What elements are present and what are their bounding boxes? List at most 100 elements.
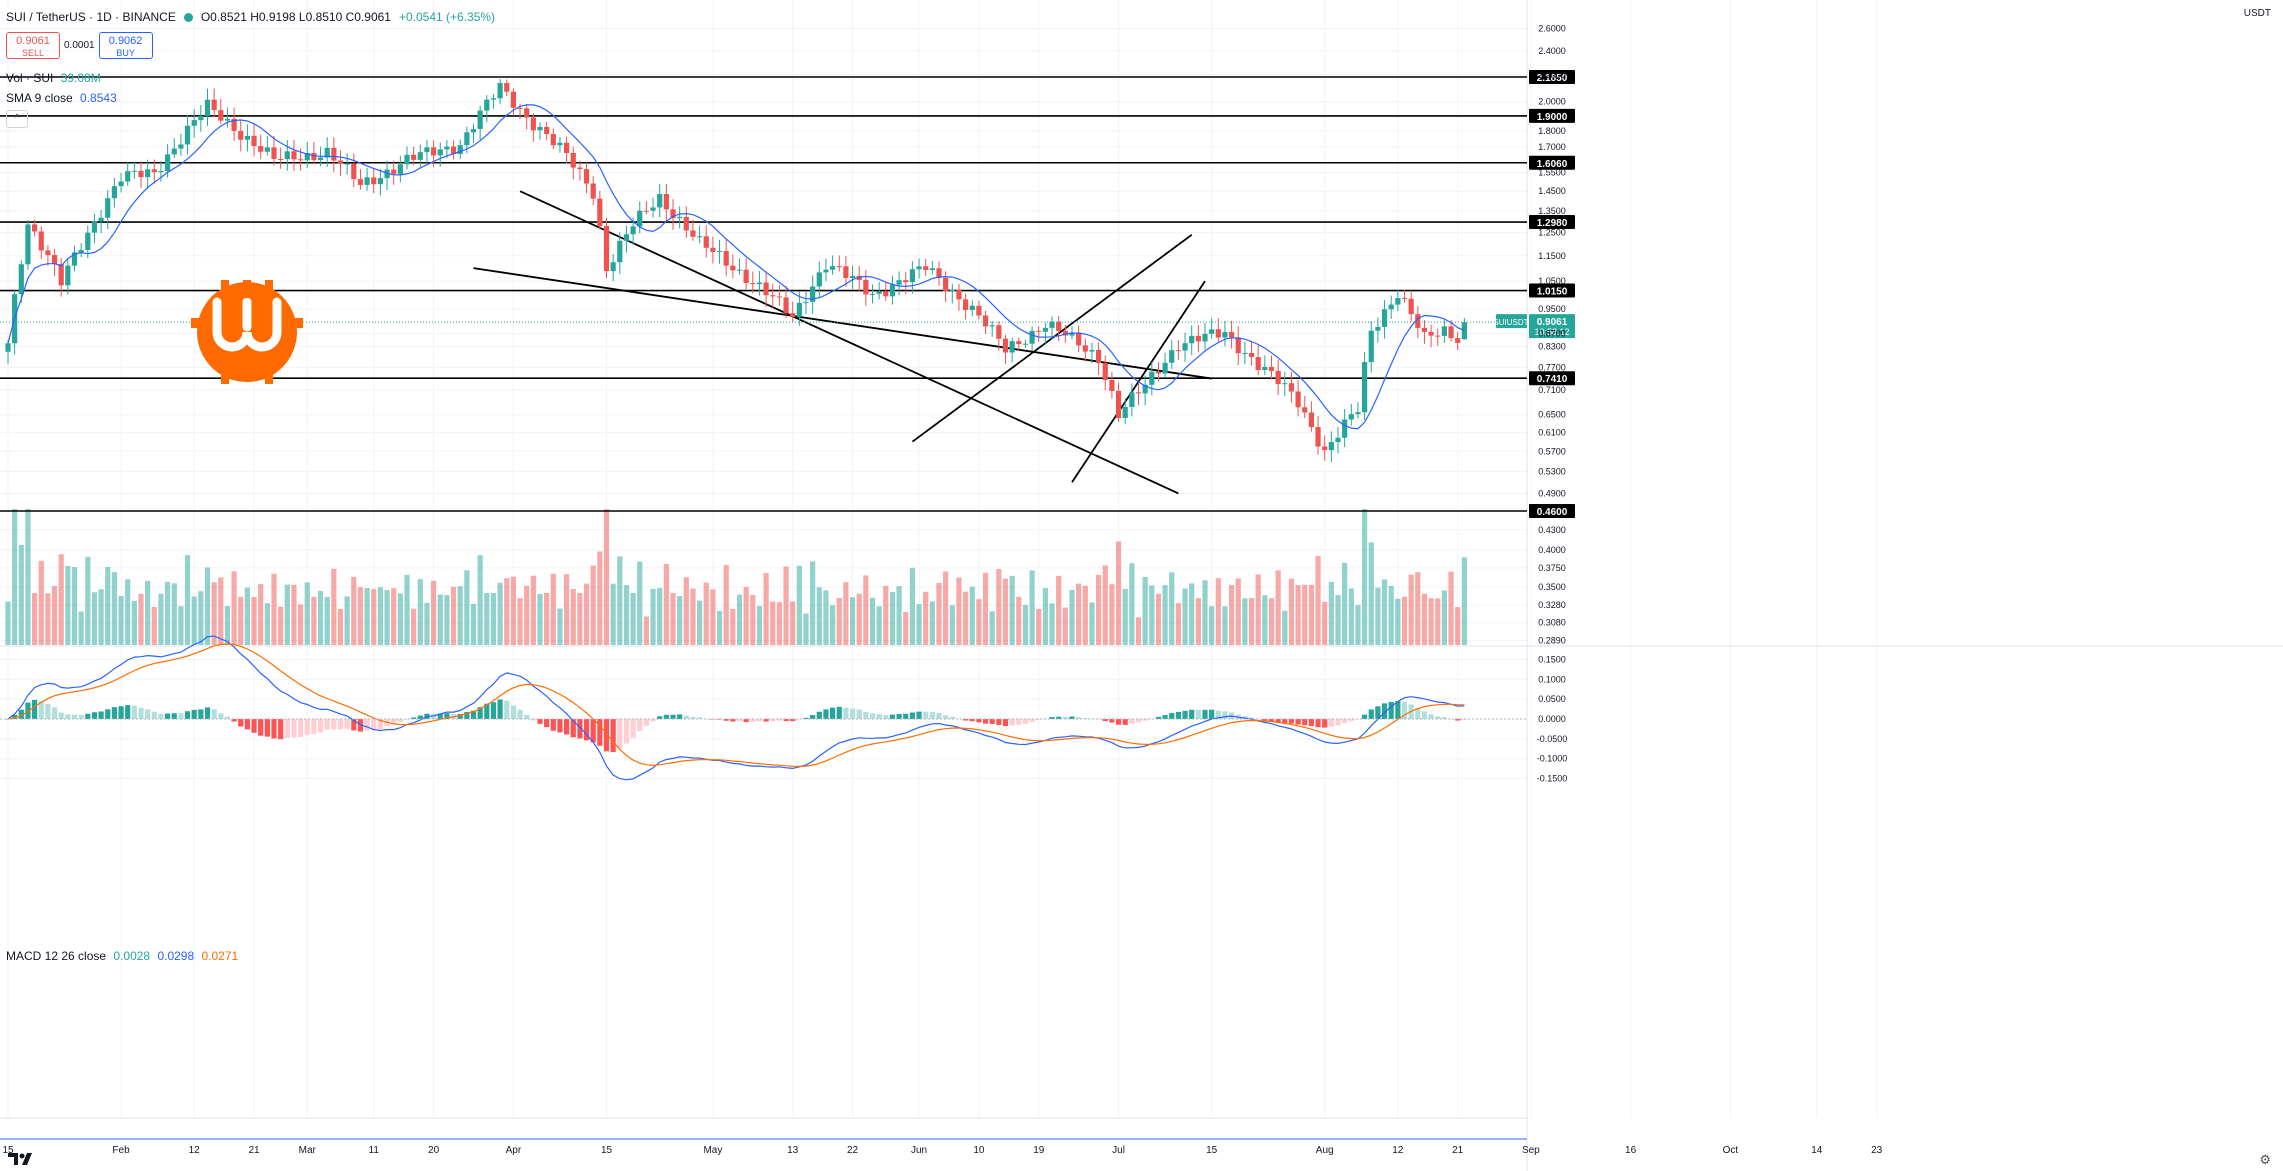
volume-bar: [836, 597, 842, 645]
currency-label[interactable]: USDT: [2243, 8, 2271, 19]
volume-bar: [337, 609, 344, 645]
candle-body: [697, 236, 703, 238]
volume-bar: [377, 587, 383, 645]
volume-bar: [131, 600, 137, 645]
macd-hist-bar: [810, 715, 816, 719]
macd-hist-bar: [1282, 719, 1288, 723]
candle-body: [238, 130, 244, 140]
candle-body: [111, 186, 117, 199]
volume-bar: [271, 573, 277, 645]
macd-hist-bar: [1009, 719, 1015, 726]
volume-bar: [989, 611, 995, 645]
candle-body: [1096, 349, 1102, 364]
candle-body: [1042, 327, 1048, 332]
trendlines: [473, 190, 1212, 495]
spread-value: 0.0001: [64, 40, 95, 51]
macd-hist-bar: [889, 714, 896, 719]
volume-bar: [218, 577, 224, 645]
candle-body: [736, 269, 743, 271]
macd-hist-bar: [1056, 716, 1062, 719]
candle-body: [630, 226, 636, 235]
volume-bar: [1328, 581, 1334, 645]
volume-bar: [1036, 608, 1042, 645]
candle-body: [1229, 332, 1235, 338]
candle-body: [317, 157, 324, 161]
volume-bar: [457, 586, 463, 645]
volume-bar: [431, 580, 437, 645]
volume-bar: [504, 578, 510, 645]
macd-hist-bar: [790, 719, 796, 722]
volume-bar: [231, 571, 237, 645]
macd-hist-bar: [683, 715, 689, 719]
macd-hist-bar: [1169, 713, 1175, 719]
candle-body: [391, 169, 397, 174]
candle-body: [1461, 322, 1467, 340]
price-tick-label: 1.4500: [1538, 186, 1566, 196]
time-tick-label: 16: [1625, 1145, 1637, 1156]
candle-body: [843, 266, 849, 278]
gear-icon[interactable]: ⚙: [2259, 1152, 2271, 1167]
candle-body: [510, 91, 516, 108]
macd-hist-bar: [969, 719, 975, 722]
candle-body: [1029, 330, 1035, 344]
price-tick-label: 1.8000: [1538, 126, 1566, 136]
macd-hist-bar: [444, 713, 450, 719]
macd-hist-bar: [417, 715, 423, 719]
volume-legend[interactable]: Vol · SUI 39.08M: [6, 71, 101, 85]
macd-hist-bar: [470, 710, 477, 719]
volume-bar: [756, 605, 763, 645]
macd-hist-bar: [963, 719, 969, 721]
volume-bar: [1115, 541, 1122, 645]
candle-body: [1328, 442, 1334, 451]
volume-bar: [577, 592, 583, 645]
candle-body: [450, 146, 457, 154]
candle-body: [1182, 343, 1188, 351]
current-symbol-label: SUIUSDT: [1493, 318, 1528, 327]
macd-hist-bar: [524, 714, 530, 719]
macd-hist-bar: [730, 719, 736, 722]
tradingview-logo-icon[interactable]: [8, 1152, 36, 1166]
macd-hist-bar: [517, 709, 523, 719]
macd-hist-bar: [1248, 717, 1255, 719]
macd-hist-bar: [903, 713, 909, 719]
price-tick-label: 1.7000: [1538, 142, 1566, 152]
candle-body: [943, 277, 949, 292]
volume-bar: [670, 593, 676, 645]
collapse-legend-button[interactable]: ^: [6, 110, 28, 128]
level-label: 1.9000: [1537, 112, 1568, 123]
volume-bar: [1182, 588, 1188, 645]
volume-bar: [1248, 597, 1255, 645]
volume-value: 39.08M: [60, 71, 101, 85]
macd-hist-bar: [1448, 718, 1454, 720]
volume-bar: [810, 561, 816, 645]
volume-bar: [723, 565, 729, 645]
volume-bar: [1089, 602, 1095, 645]
macd-hist-bar: [1076, 717, 1082, 719]
macd-hist-bar: [490, 702, 497, 719]
macd-hist-bar: [1401, 701, 1408, 719]
candle-body: [889, 284, 896, 297]
macd-hist-bar: [184, 711, 191, 719]
sma-legend[interactable]: SMA 9 close 0.8543: [6, 91, 117, 105]
candle-body: [690, 230, 696, 237]
symbol-title[interactable]: SUI / TetherUS · 1D · BINANCE: [6, 10, 176, 24]
buy-button[interactable]: 0.9062 BUY: [98, 32, 153, 59]
candle-body: [1302, 407, 1308, 413]
grid-lines: [0, 0, 1878, 1118]
macd-hist-bar: [843, 707, 849, 719]
macd-hist-bar: [1328, 719, 1334, 727]
macd-legend[interactable]: MACD 12 26 close 0.0028 0.0298 0.0271: [6, 949, 238, 963]
time-tick-label: May: [703, 1145, 722, 1156]
sell-button[interactable]: 0.9061 SELL: [6, 32, 60, 59]
candle-body: [51, 255, 58, 264]
price-tick-label: 0.9500: [1538, 304, 1566, 314]
candle-body: [956, 289, 962, 300]
volume-bar: [51, 586, 58, 645]
volume-bar: [1222, 606, 1228, 645]
macd-hist-bar: [437, 713, 443, 719]
macd-hist-bar: [677, 714, 683, 719]
macd-signal-line: [7, 643, 1465, 768]
volume-bar: [32, 593, 38, 645]
candle-body: [743, 269, 749, 284]
